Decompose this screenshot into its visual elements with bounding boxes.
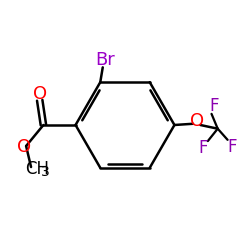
Text: O: O <box>190 112 204 130</box>
Text: O: O <box>16 138 31 156</box>
Text: F: F <box>209 98 219 116</box>
Text: F: F <box>228 138 237 156</box>
Text: Br: Br <box>95 51 115 69</box>
Text: O: O <box>33 85 47 103</box>
Text: F: F <box>198 140 207 158</box>
Text: 3: 3 <box>41 166 50 179</box>
Text: CH: CH <box>25 160 49 178</box>
